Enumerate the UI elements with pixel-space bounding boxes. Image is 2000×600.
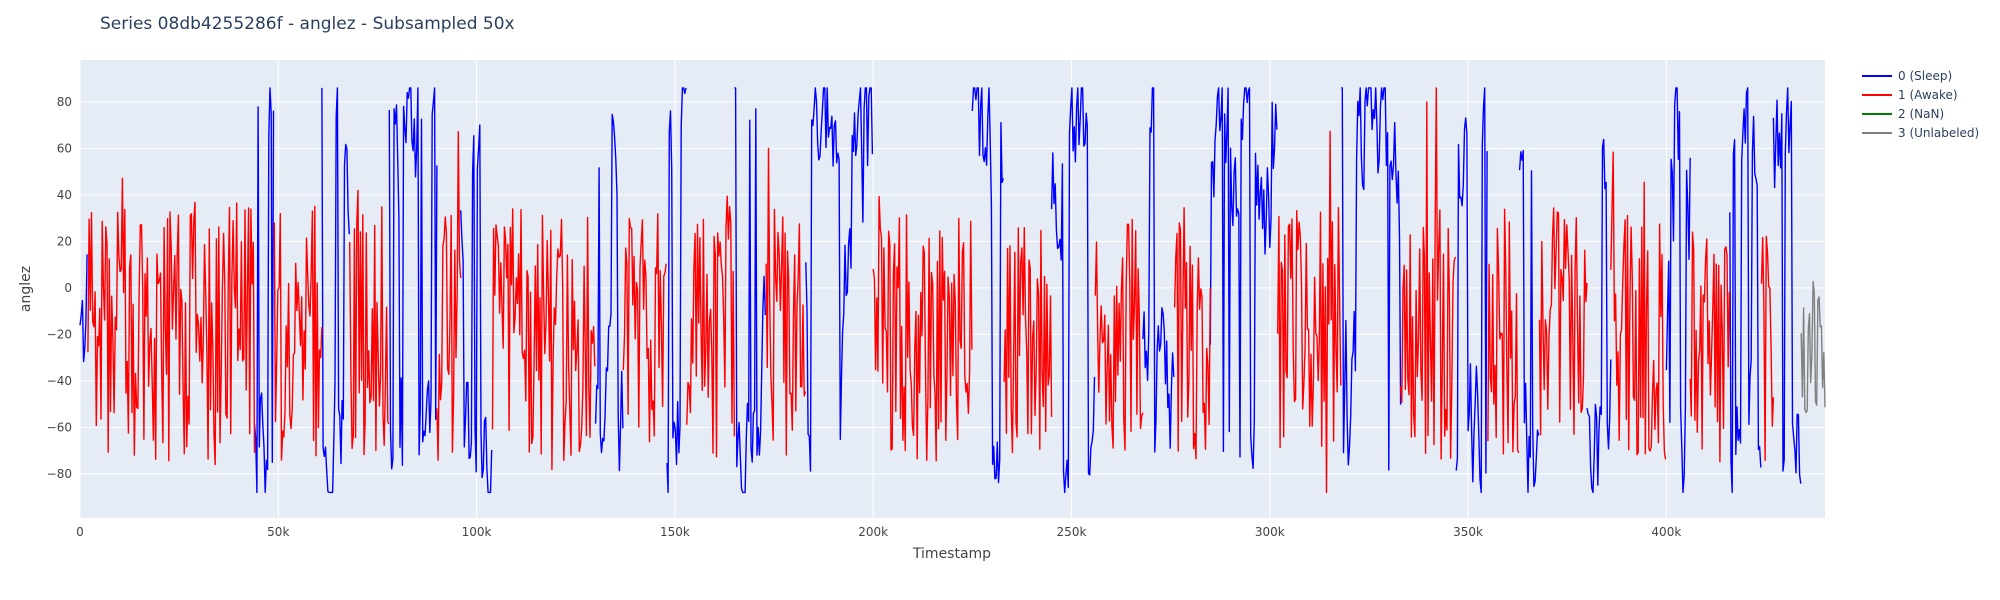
series-1-group [87, 87, 1775, 494]
series-line-segment [253, 87, 275, 494]
series-3-group [1800, 280, 1826, 414]
series-line-segment [872, 195, 973, 462]
y-tick-label: 0 [64, 281, 72, 295]
series-line-segment [1538, 207, 1588, 436]
series-line-segment [1800, 280, 1826, 414]
y-axis-ticks: −80 −60 −40 −20 0 20 40 60 80 [47, 95, 72, 481]
x-axis-ticks: 0 50k 100k 150k 200k 250k 300k 350k 400k [76, 525, 1681, 539]
x-tick-label: 100k [462, 525, 492, 539]
x-tick-label: 50k [267, 525, 289, 539]
series-0-group [79, 87, 1802, 494]
series-line-segment [686, 195, 736, 458]
series-line-segment [87, 177, 256, 466]
series-line-segment [1173, 207, 1212, 460]
series-line-segment [1094, 218, 1144, 451]
legend-item-1[interactable]: 1 (Awake) [1862, 85, 1979, 104]
series-line-segment [1729, 87, 1762, 494]
series-line-segment [1003, 226, 1053, 454]
plot-area [80, 60, 1825, 518]
x-tick-label: 250k [1057, 525, 1087, 539]
series-line-segment [388, 87, 438, 470]
y-tick-label: −40 [47, 374, 72, 388]
series-line-segment [1050, 87, 1096, 494]
legend-label: 0 (Sleep) [1898, 68, 1953, 83]
series-line-segment [436, 130, 462, 461]
series-line-segment [1760, 235, 1775, 462]
series-line-segment [805, 87, 874, 472]
series-line-segment [594, 113, 624, 472]
series-line-segment [971, 87, 1004, 484]
y-axis-title: anglez [18, 266, 34, 312]
legend-item-2[interactable]: 2 (NaN) [1862, 104, 1979, 123]
series-line-segment [1586, 138, 1612, 494]
series-line-segment [321, 87, 350, 494]
series-line-segment [734, 87, 766, 494]
legend-label: 1 (Awake) [1898, 87, 1958, 102]
series-line-segment [1518, 149, 1540, 494]
series-line-segment [1689, 231, 1731, 463]
series-line-segment [273, 205, 323, 461]
y-tick-label: 20 [57, 234, 72, 248]
series-line-segment [622, 213, 667, 443]
y-tick-label: 80 [57, 95, 72, 109]
y-tick-label: −20 [47, 327, 72, 341]
series-line-segment [349, 189, 390, 456]
legend-swatch [1862, 112, 1892, 115]
series-line-segment [1341, 87, 1402, 471]
x-tick-label: 400k [1651, 525, 1681, 539]
y-tick-label: 40 [57, 188, 72, 202]
series-line-segment [1772, 87, 1802, 484]
x-tick-label: 150k [660, 525, 690, 539]
y-tick-label: −60 [47, 420, 72, 434]
legend-swatch [1862, 74, 1892, 77]
series-line-segment [1142, 87, 1175, 453]
series-line-segment [666, 87, 687, 494]
y-tick-label: −80 [47, 467, 72, 481]
series-line-segment [1209, 87, 1278, 470]
legend-item-3[interactable]: 3 (Unlabeled) [1862, 123, 1979, 142]
chart-title: Series 08db4255286f - anglez - Subsample… [100, 14, 515, 34]
legend-label: 2 (NaN) [1898, 106, 1945, 121]
series-line-segment [1610, 151, 1667, 460]
series-line-segment [1399, 87, 1457, 460]
x-axis-title: Timestamp [912, 546, 991, 562]
x-tick-label: 350k [1453, 525, 1483, 539]
series-line-segment [1487, 208, 1520, 455]
y-tick-label: 60 [57, 141, 72, 155]
x-tick-label: 200k [858, 525, 888, 539]
x-tick-label: 300k [1255, 525, 1285, 539]
x-tick-label: 0 [76, 525, 84, 539]
legend-item-0[interactable]: 0 (Sleep) [1862, 66, 1979, 85]
series-line-segment [1276, 130, 1342, 494]
legend-label: 3 (Unlabeled) [1898, 125, 1980, 140]
series-line-segment [491, 208, 596, 471]
series-line-segment [460, 124, 493, 494]
legend-swatch [1862, 131, 1892, 134]
legend: 0 (Sleep) 1 (Awake) 2 (NaN) 3 (Unlabeled) [1862, 66, 1979, 142]
series-line-segment [1455, 87, 1488, 494]
series-line-segment [765, 147, 807, 456]
legend-swatch [1862, 93, 1892, 96]
series-line-segment [1665, 87, 1691, 494]
grid-lines [79, 60, 1825, 518]
series-lines [79, 87, 1826, 494]
series-line-segment [79, 254, 88, 363]
